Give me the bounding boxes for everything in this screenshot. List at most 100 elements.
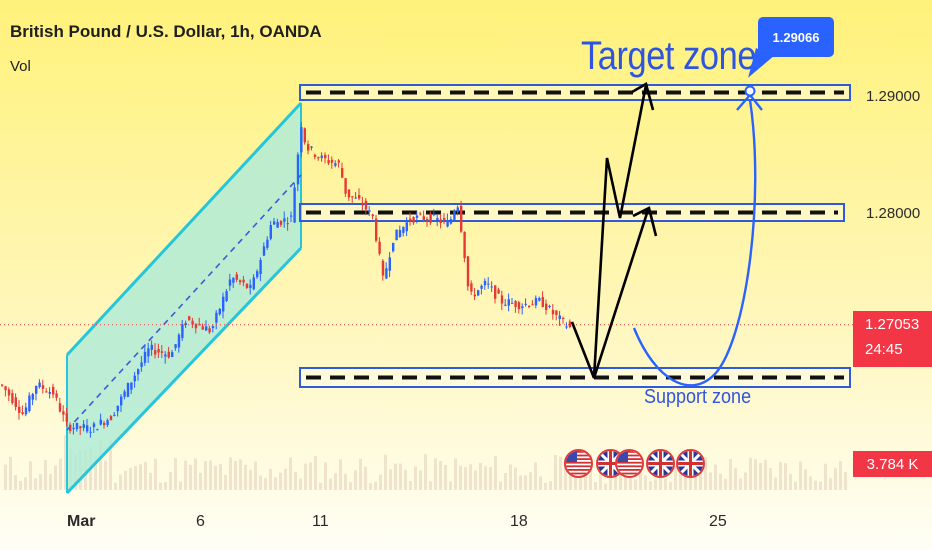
volume-bar xyxy=(244,464,247,490)
zones[interactable] xyxy=(299,84,851,388)
volume-bar xyxy=(729,458,732,490)
candle-body xyxy=(402,226,405,233)
volume-bar xyxy=(369,482,372,490)
candle-body xyxy=(480,285,483,289)
volume-bar xyxy=(549,480,552,490)
candle-body xyxy=(150,344,153,350)
volume-bar xyxy=(114,482,117,490)
candle-body xyxy=(507,299,510,306)
volume-bar xyxy=(574,471,577,490)
candle-body xyxy=(222,296,225,312)
candle-body xyxy=(143,351,147,363)
volume-bar xyxy=(424,454,427,490)
candle-body xyxy=(259,259,262,274)
volume-bar xyxy=(24,477,27,490)
volume-label[interactable]: Vol xyxy=(10,58,31,75)
candle-body xyxy=(337,160,340,163)
time-label-mar: Mar xyxy=(67,513,96,530)
volume-bar xyxy=(699,471,702,490)
candle-body xyxy=(208,328,211,333)
symbol-title[interactable]: British Pound / U.S. Dollar, 1h, OANDA xyxy=(10,22,322,41)
candle-body xyxy=(531,304,534,306)
projection-curve xyxy=(632,99,757,387)
candle-body xyxy=(41,385,45,389)
volume-bar xyxy=(199,472,202,490)
volume-bar xyxy=(349,482,352,490)
volume-bar xyxy=(314,456,317,490)
volume-bar xyxy=(599,461,602,490)
volume-bar xyxy=(59,458,62,490)
candle-body xyxy=(436,218,439,221)
candle-body xyxy=(181,324,184,339)
volume-bar xyxy=(229,457,232,490)
candle-body xyxy=(242,279,245,283)
target-price-callout[interactable]: 1.29066 xyxy=(758,17,834,57)
candle-body xyxy=(174,344,177,349)
candle-body xyxy=(283,218,286,222)
volume-bar xyxy=(204,461,207,490)
candle-body xyxy=(256,271,259,278)
candle-body xyxy=(351,196,354,198)
volume-bar xyxy=(44,459,47,490)
candle-body xyxy=(395,229,398,241)
volume-bar xyxy=(214,465,217,490)
uk-flag-icon[interactable] xyxy=(676,449,705,478)
candle-body xyxy=(375,218,378,241)
candle-body xyxy=(106,420,109,425)
volume-bar xyxy=(39,474,42,490)
candle-body xyxy=(558,315,561,320)
candle-body xyxy=(38,382,41,388)
candle-body xyxy=(398,229,402,237)
volume-bar xyxy=(54,465,57,490)
candle-body xyxy=(354,197,357,199)
volume-bar xyxy=(559,456,562,490)
candle-body xyxy=(473,294,476,297)
candle-body xyxy=(218,308,221,315)
volume-bar xyxy=(439,460,442,490)
candle-body xyxy=(296,154,300,185)
candle-body xyxy=(460,205,463,232)
channel-median-line xyxy=(66,174,302,431)
candle-body xyxy=(381,260,385,276)
volume-bar xyxy=(824,463,827,490)
candle-body xyxy=(303,128,306,143)
candle-body xyxy=(487,283,490,285)
us-flag-icon[interactable] xyxy=(564,449,593,478)
candle-body xyxy=(252,277,255,290)
candle-body xyxy=(504,304,507,306)
candle-body xyxy=(113,414,116,416)
volume-bar xyxy=(804,469,807,490)
volume-bar xyxy=(9,456,12,490)
candle-body xyxy=(45,391,48,393)
volume-bar xyxy=(94,456,97,490)
candle-body xyxy=(392,242,395,252)
volume-bar xyxy=(129,467,132,490)
volume-bar xyxy=(139,464,142,490)
channel-upper-line xyxy=(65,101,303,357)
support-zone-label[interactable]: Support zone xyxy=(644,386,752,408)
volume-bar xyxy=(169,471,172,490)
candle-body xyxy=(126,383,130,397)
time-label-6: 6 xyxy=(196,513,205,530)
target-zone-label[interactable]: Target zone xyxy=(581,34,757,78)
ascending-channel[interactable] xyxy=(65,101,303,495)
candle-body xyxy=(262,246,266,256)
candle-body xyxy=(249,284,252,289)
volume-bar xyxy=(419,470,422,490)
volume-bar xyxy=(489,467,492,490)
volume-bar xyxy=(594,482,597,490)
volume-bar xyxy=(104,460,107,490)
volume-bar xyxy=(309,462,312,490)
arrowhead-a xyxy=(631,82,655,111)
candle-body xyxy=(123,391,126,397)
candle-body xyxy=(310,146,313,148)
projection-arrows[interactable] xyxy=(570,82,763,387)
candle-body xyxy=(470,283,473,292)
us-flag-icon[interactable] xyxy=(615,449,644,478)
volume-bar xyxy=(704,457,707,490)
volume-bar xyxy=(284,468,287,490)
volume-bar xyxy=(339,459,342,490)
uk-flag-icon[interactable] xyxy=(646,449,675,478)
candle-body xyxy=(449,219,453,224)
